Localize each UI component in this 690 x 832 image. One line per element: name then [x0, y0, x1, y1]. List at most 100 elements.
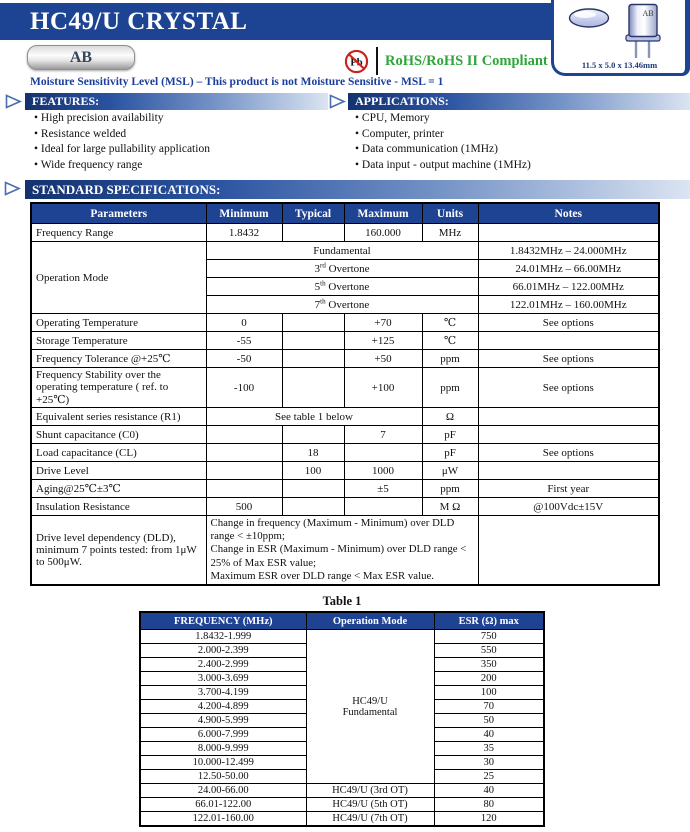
spec-cell: 500 — [205, 497, 283, 516]
brand-logo: AB — [27, 45, 135, 70]
frequency-cell: 8.000-9.999 — [139, 741, 307, 756]
dld-condition: Change in frequency (Maximum - Minimum) … — [210, 517, 455, 543]
spec-cell — [205, 461, 283, 480]
frequency-cell: 4.200-4.899 — [139, 699, 307, 714]
spec-cell: Frequency Tolerance @+25℃ — [30, 349, 207, 368]
esr-cell: 200 — [433, 671, 545, 686]
esr-cell: 100 — [433, 685, 545, 700]
features-list: High precision availability Resistance w… — [34, 111, 210, 173]
table-row: 66.01-122.00 HC49/U (5th OT) 80 — [139, 797, 545, 812]
spec-cell — [281, 223, 345, 242]
spec-cell: 18 — [281, 443, 345, 462]
table-row: Storage Temperature -55 +125 ℃ — [30, 331, 660, 350]
spec-cell — [477, 407, 660, 426]
mode-word: Overtone — [328, 298, 370, 311]
crystal-marking-label: AB — [642, 9, 653, 18]
spec-cell — [281, 425, 345, 444]
list-item: CPU, Memory — [355, 111, 531, 127]
spec-cell: First year — [477, 479, 660, 498]
spec-cell: 0 — [205, 313, 283, 332]
spec-cell: See table 1 below — [205, 407, 423, 426]
spec-cell: Operation Mode — [30, 241, 207, 314]
product-image-box: AB 11.5 x 5.0 x 13.46mm — [551, 0, 690, 76]
mode-ordinal: th — [320, 296, 326, 305]
frequency-cell: 3.700-4.199 — [139, 685, 307, 700]
esr-col-header: Operation Mode — [305, 611, 435, 630]
spec-cell: Storage Temperature — [30, 331, 207, 350]
spec-cell: ppm — [421, 479, 479, 498]
spec-col-header: Maximum — [343, 202, 423, 224]
section-arrow-icon — [329, 94, 346, 109]
table-row: Aging@25℃±3℃ ±5 ppm First year — [30, 479, 660, 498]
crystal-top-view-image — [568, 8, 610, 28]
mode-ordinal: th — [320, 278, 326, 287]
spec-cell — [477, 461, 660, 480]
table-row: Frequency Range 1.8432 160.000 MHz — [30, 223, 660, 242]
spec-cell: Frequency Range — [30, 223, 207, 242]
spec-cell: Equivalent series resistance (R1) — [30, 407, 207, 426]
spec-cell: 1.8432 — [205, 223, 283, 242]
esr-cell: 80 — [433, 797, 545, 812]
spec-cell: -55 — [205, 331, 283, 350]
table-row: 24.00-66.00 HC49/U (3rd OT) 40 — [139, 783, 545, 798]
spec-cell: See options — [477, 349, 660, 368]
table-row: Drive Level 100 1000 μW — [30, 461, 660, 480]
table-row: 3rd Overtone 24.01MHz – 66.00MHz — [31, 259, 660, 278]
table-row: Load capacitance (CL) 18 pF See options — [30, 443, 660, 462]
spec-cell: pF — [421, 425, 479, 444]
table-row: Drive level dependency (DLD), minimum 7 … — [30, 515, 660, 586]
table-row: 122.01-160.00 HC49/U (7th OT) 120 — [139, 811, 545, 827]
table-row: 3.000-3.699 200 — [139, 671, 545, 686]
spec-cell — [281, 349, 345, 368]
esr-col-header: ESR (Ω) max — [433, 611, 545, 630]
spec-cell: 100 — [281, 461, 345, 480]
spec-col-header: Parameters — [30, 202, 207, 224]
table-row: 3.700-4.199 100 — [139, 685, 545, 700]
table-row: 12.50-50.00 25 — [139, 769, 545, 784]
spec-cell: Drive Level — [30, 461, 207, 480]
mode-word: Overtone — [328, 262, 370, 275]
frequency-cell: 6.000-7.999 — [139, 727, 307, 742]
spec-cell: MHz — [421, 223, 479, 242]
spec-cell: M Ω — [421, 497, 479, 516]
features-heading: FEATURES: — [25, 93, 328, 110]
list-item: Ideal for large pullability application — [34, 142, 210, 158]
operation-mode-cell: HC49/U Fundamental — [305, 629, 435, 784]
table-row: Frequency Stability over the operating t… — [30, 367, 660, 408]
spec-cell — [343, 443, 423, 462]
dld-condition: Change in ESR (Maximum - Minimum) over D… — [210, 543, 467, 569]
frequency-cell: 1.8432-1.999 — [139, 629, 307, 644]
spec-cell: ppm — [421, 367, 479, 408]
product-dimensions: 11.5 x 5.0 x 13.46mm — [581, 60, 658, 70]
crystal-side-view-image: AB — [625, 3, 661, 58]
list-item: High precision availability — [34, 111, 210, 127]
specifications-heading: STANDARD SPECIFICATIONS: — [25, 180, 690, 199]
spec-cell: Frequency Stability over the operating t… — [30, 367, 207, 408]
mode-number: 3 — [314, 262, 320, 275]
frequency-cell: 24.00-66.00 — [139, 783, 307, 798]
esr-cell: 750 — [433, 629, 545, 644]
spec-cell — [343, 497, 423, 516]
table-row: Frequency Tolerance @+25℃ -50 +50 ppm Se… — [30, 349, 660, 368]
spec-cell: Change in frequency (Maximum - Minimum) … — [205, 515, 479, 586]
esr-cell: 350 — [433, 657, 545, 672]
esr-cell: 35 — [433, 741, 545, 756]
esr-cell: 70 — [433, 699, 545, 714]
spec-cell — [281, 331, 345, 350]
esr-cell: 120 — [433, 811, 545, 827]
spec-cell: ℃ — [421, 313, 479, 332]
spec-cell: μW — [421, 461, 479, 480]
table-row: Operation Mode Fundamental 1.8432MHz – 2… — [30, 241, 660, 314]
table-row: Equivalent series resistance (R1) See ta… — [30, 407, 660, 426]
spec-cell: 24.01MHz – 66.00MHz — [477, 259, 660, 278]
spec-cell — [205, 479, 283, 498]
rohs-label: RoHS/RoHS II Compliant — [385, 52, 548, 69]
table-header-row: FREQUENCY (MHz) Operation Mode ESR (Ω) m… — [139, 611, 545, 630]
spec-cell: Drive level dependency (DLD), minimum 7 … — [30, 515, 207, 586]
spec-cell: Ω — [421, 407, 479, 426]
list-item: Data input - output machine (1MHz) — [355, 158, 531, 174]
mode-line: Fundamental — [342, 706, 398, 718]
list-item: Resistance welded — [34, 127, 210, 143]
esr-table: FREQUENCY (MHz) Operation Mode ESR (Ω) m… — [139, 611, 545, 827]
list-item: Computer, printer — [355, 127, 531, 143]
